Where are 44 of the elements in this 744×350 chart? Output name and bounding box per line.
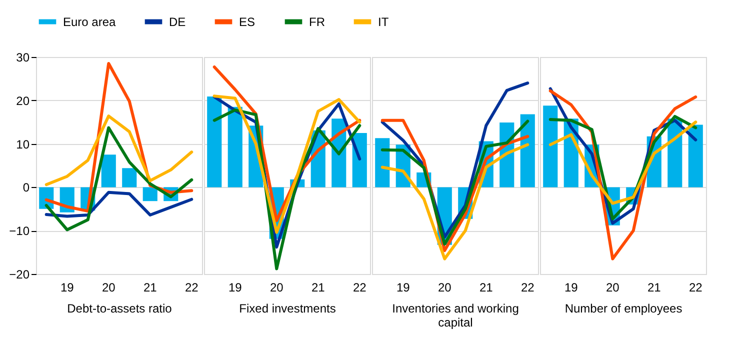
bar xyxy=(375,138,390,188)
x-tick-label: 20 xyxy=(270,280,284,294)
y-tick-label: −10 xyxy=(9,224,30,238)
bar xyxy=(142,187,158,202)
x-tick-label: 19 xyxy=(228,280,242,294)
bar xyxy=(543,106,558,188)
bar xyxy=(101,154,116,188)
y-tick-label: 0 xyxy=(22,180,30,195)
x-tick-label: 21 xyxy=(311,280,326,294)
legend-label: FR xyxy=(309,14,326,29)
x-tick-label: 19 xyxy=(396,280,410,294)
bar xyxy=(207,96,222,188)
x-tick-label: 20 xyxy=(102,280,116,294)
legend-label: IT xyxy=(378,14,390,29)
y-tick-label: 30 xyxy=(16,50,30,64)
legend-label: DE xyxy=(169,14,186,29)
x-axis-title: Debt-to-assets ratio xyxy=(67,302,172,316)
x-tick-label: 22 xyxy=(352,280,367,294)
line-series xyxy=(44,126,194,232)
legend-label: Euro area xyxy=(63,14,116,29)
x-tick-label: 20 xyxy=(606,280,620,294)
x-tick-label: 21 xyxy=(143,280,158,294)
line-series xyxy=(44,190,194,218)
x-tick-label: 19 xyxy=(564,280,578,294)
x-tick-label: 21 xyxy=(479,280,494,294)
x-tick-label: 20 xyxy=(438,280,452,294)
x-axis-title: Fixed investments xyxy=(239,302,336,316)
x-axis-title: Inventories and working capital xyxy=(392,302,519,330)
bar xyxy=(520,114,535,188)
bar xyxy=(352,132,367,188)
y-tick-label: 10 xyxy=(16,137,30,152)
y-tick-label: −20 xyxy=(9,268,30,282)
y-tick-label: 20 xyxy=(16,94,30,108)
x-tick-label: 19 xyxy=(60,280,74,294)
x-axis-title: Number of employees xyxy=(564,302,682,316)
x-tick-label: 22 xyxy=(184,280,199,294)
bar xyxy=(688,124,703,188)
bar xyxy=(122,168,137,188)
line-series xyxy=(44,114,194,186)
x-tick-label: 21 xyxy=(647,280,662,294)
x-tick-label: 22 xyxy=(520,280,535,294)
legend-label: ES xyxy=(239,14,256,29)
x-tick-label: 22 xyxy=(688,280,703,294)
bar xyxy=(228,106,242,188)
